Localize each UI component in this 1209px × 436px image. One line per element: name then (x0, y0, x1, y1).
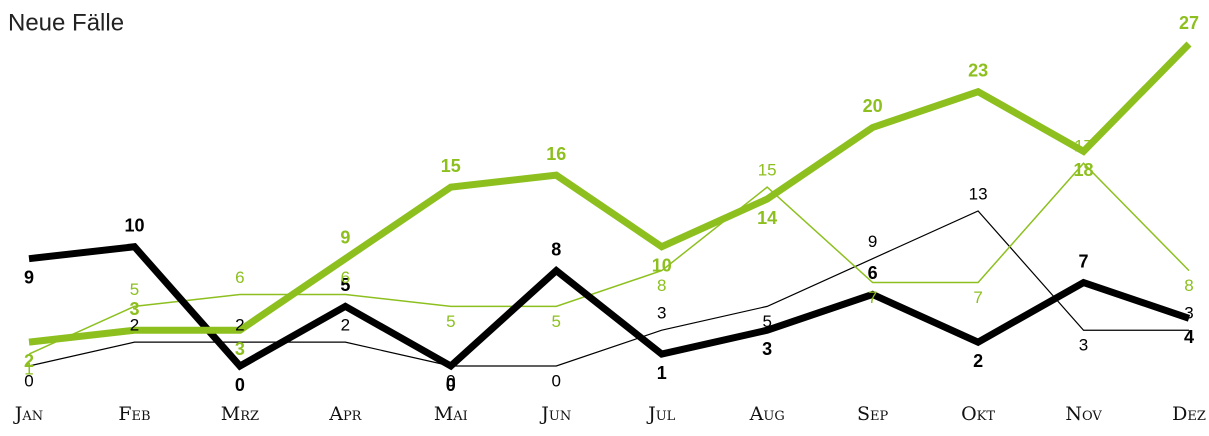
x-tick-label: Jun (539, 403, 571, 425)
data-label: 0 (552, 371, 561, 390)
data-label: 5 (762, 312, 771, 331)
data-label: 2 (341, 316, 350, 335)
data-label: 16 (546, 144, 566, 164)
data-label: 9 (24, 267, 34, 287)
data-label: 8 (551, 239, 561, 259)
data-label: 10 (652, 255, 672, 275)
data-label: 7 (973, 288, 982, 307)
data-label: 7 (1079, 251, 1089, 271)
data-label: 17 (1074, 137, 1093, 156)
data-label: 0 (446, 371, 455, 390)
data-label: 3 (657, 304, 666, 323)
data-label: 0 (235, 375, 245, 395)
x-tick-label: Feb (118, 403, 150, 425)
data-label: 6 (235, 268, 244, 287)
series-line (28, 41, 1192, 346)
chart-title: Neue Fälle (8, 9, 124, 36)
data-label: 1 (24, 360, 33, 379)
series-line (28, 162, 1190, 355)
data-label: 14 (757, 208, 777, 228)
data-label: 9 (868, 232, 877, 251)
data-label: 10 (124, 215, 144, 235)
data-label: 2 (130, 316, 139, 335)
data-label: 20 (863, 96, 883, 116)
data-label: 13 (969, 184, 988, 203)
x-tick-label: Mai (434, 403, 468, 425)
data-label: 2 (24, 351, 34, 371)
data-label: 9 (340, 227, 350, 247)
data-label: 3 (762, 339, 772, 359)
x-tick-label: Dez (1172, 403, 1206, 425)
data-label: 15 (758, 161, 777, 180)
data-label: 2 (973, 351, 983, 371)
x-tick-label: Okt (961, 403, 995, 425)
x-tick-label: Mrz (221, 403, 259, 425)
data-label: 3 (235, 339, 245, 359)
data-label: 15 (441, 156, 461, 176)
data-label: 0 (446, 375, 456, 395)
data-label: 2 (235, 316, 244, 335)
data-label: 27 (1179, 13, 1199, 33)
x-tick-label: Jan (13, 403, 43, 425)
data-label: 5 (446, 312, 455, 331)
data-label: 18 (1074, 160, 1094, 180)
data-label: 5 (340, 275, 350, 295)
data-label: 1 (657, 363, 667, 383)
x-tick-label: Apr (328, 403, 362, 425)
data-label: 3 (129, 299, 139, 319)
data-label: 0 (24, 371, 33, 390)
data-label: 3 (1079, 336, 1088, 355)
data-label: 23 (968, 60, 988, 80)
data-label: 5 (130, 280, 139, 299)
series-line (28, 243, 1191, 371)
x-tick-label: Nov (1065, 403, 1102, 425)
data-label: 4 (1184, 327, 1194, 347)
data-label: 5 (552, 312, 561, 331)
x-tick-label: Aug (749, 403, 785, 425)
x-tick-label: Jul (646, 403, 676, 425)
data-label: 6 (341, 268, 350, 287)
data-label: 6 (868, 263, 878, 283)
x-tick-label: Sep (857, 403, 889, 425)
data-label: 7 (868, 288, 877, 307)
data-label: 8 (1184, 276, 1193, 295)
data-label: 3 (1184, 304, 1193, 323)
data-label: 8 (657, 276, 666, 295)
